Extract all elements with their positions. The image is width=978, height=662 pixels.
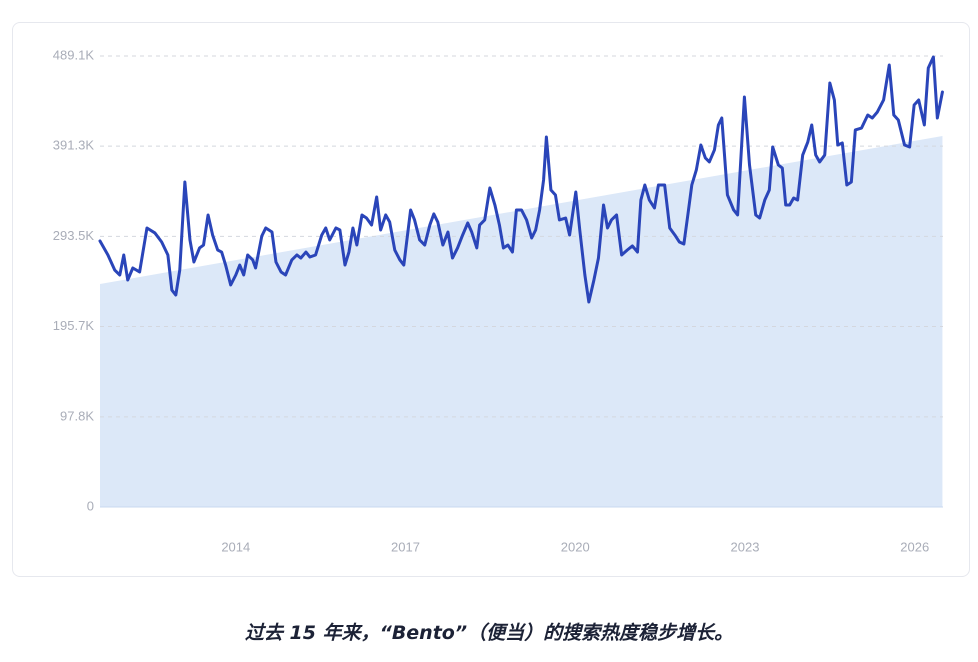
chart: 0 97.8K 195.7K 293.5K 391.3K 489.1K 2014 2017 20… (53, 47, 944, 554)
data-line (98, 55, 944, 304)
trend-area (100, 136, 943, 507)
x-tick-label: 2017 (391, 539, 420, 554)
caption: 过去 15 年来，“Bento”（便当）的搜索热度稳步增长。 (244, 622, 734, 644)
y-tick-label: 293.5K (53, 228, 95, 243)
x-tick-label: 2026 (900, 539, 929, 554)
chart-card (12, 22, 970, 577)
x-tick-label: 2023 (731, 539, 760, 554)
y-tick-label: 489.1K (53, 47, 95, 62)
x-tick-label: 2014 (221, 539, 250, 554)
y-tick-label: 195.7K (53, 318, 95, 333)
x-tick-label: 2020 (561, 539, 590, 554)
y-tick-label: 391.3K (53, 138, 95, 153)
y-tick-label: 97.8K (60, 408, 94, 423)
y-tick-label: 0 (87, 498, 94, 513)
